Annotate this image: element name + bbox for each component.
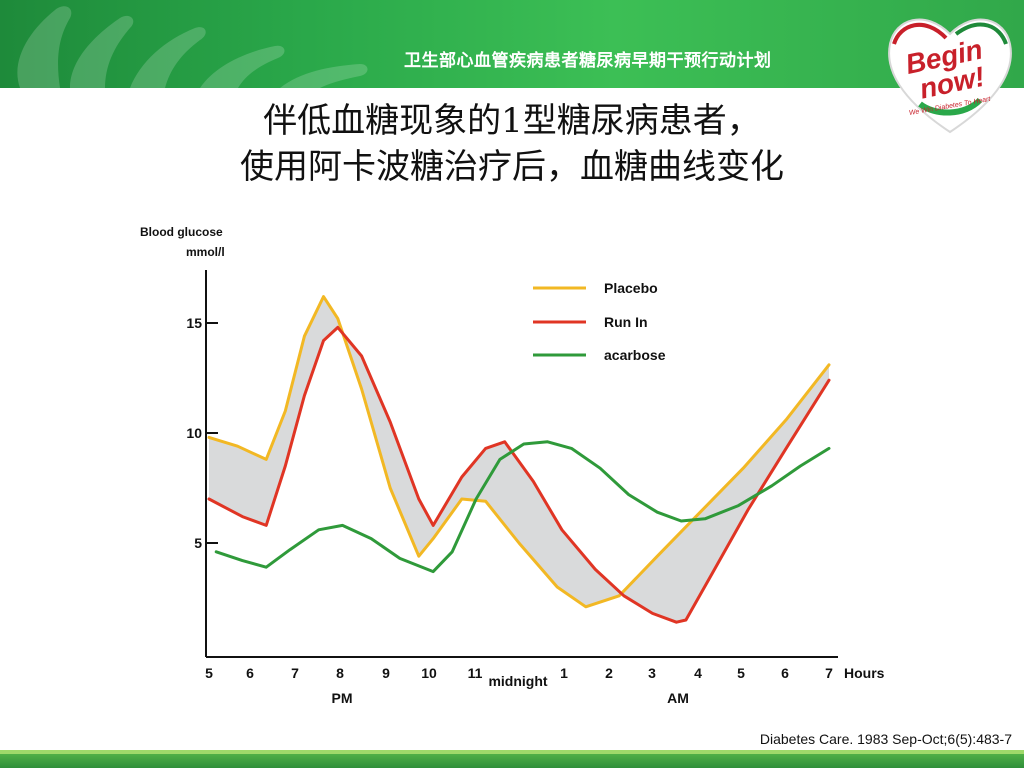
x-tick-label: 7 xyxy=(825,665,833,681)
begin-now-logo-icon: Begin now! We Win Diabetes To Heart xyxy=(888,18,1012,134)
header-banner: 卫生部心血管疾病患者糖尿病早期干预行动计划 xyxy=(0,0,1024,88)
series-line-run-in xyxy=(207,325,831,624)
x-tick-label: 3 xyxy=(648,665,656,681)
hands-decoration-icon xyxy=(17,6,368,88)
chart-panel: 5 10 15 5 6 7 8 9 10 11 midnight 1 2 3 4 5 6 7 Blood gluc… xyxy=(118,204,910,709)
x-tick-label: 6 xyxy=(781,665,789,681)
period-label-pm: PM xyxy=(332,690,353,706)
blood-glucose-chart: 5 10 15 5 6 7 8 9 10 11 midnight 1 2 3 4 5 6 7 Blood gluc… xyxy=(140,225,885,706)
x-tick-label: 5 xyxy=(205,665,213,681)
y-tick-label: 15 xyxy=(186,315,202,331)
legend-label: Placebo xyxy=(604,280,658,296)
x-tick-label: 6 xyxy=(246,665,254,681)
y-axis-label-line2: mmol/l xyxy=(186,245,225,259)
x-tick-label: 5 xyxy=(737,665,745,681)
y-tick-label: 5 xyxy=(194,535,202,551)
x-tick-label: 7 xyxy=(291,665,299,681)
slide-title-line1: 伴低血糖现象的1型糖尿病患者， xyxy=(263,101,761,141)
footer-bar xyxy=(0,750,1024,768)
x-tick-label: 9 xyxy=(382,665,390,681)
banner-title: 卫生部心血管疾病患者糖尿病早期干预行动计划 xyxy=(404,51,772,71)
y-axis-label-line1: Blood glucose xyxy=(140,225,223,239)
x-tick-label: 1 xyxy=(560,665,568,681)
legend-label: Run In xyxy=(604,314,648,330)
series-line-placebo xyxy=(207,295,831,609)
citation: Diabetes Care. 1983 Sep-Oct;6(5):483-7 xyxy=(759,731,1012,747)
y-tick-label: 10 xyxy=(186,425,202,441)
x-tick-label: 2 xyxy=(605,665,613,681)
x-tick-label: 8 xyxy=(336,665,344,681)
legend: Placebo Run In acarbose xyxy=(533,280,666,363)
period-label-am: AM xyxy=(667,690,689,706)
x-tick-label: 4 xyxy=(694,665,702,681)
x-tick-label: 10 xyxy=(421,665,437,681)
series-line-acarbose xyxy=(214,440,831,574)
x-tick-label: midnight xyxy=(488,673,547,689)
slide-title-line2: 使用阿卡波糖治疗后，血糖曲线变化 xyxy=(240,147,784,187)
x-axis-label: Hours xyxy=(844,665,885,681)
legend-label: acarbose xyxy=(604,347,666,363)
x-tick-label: 11 xyxy=(468,665,483,681)
